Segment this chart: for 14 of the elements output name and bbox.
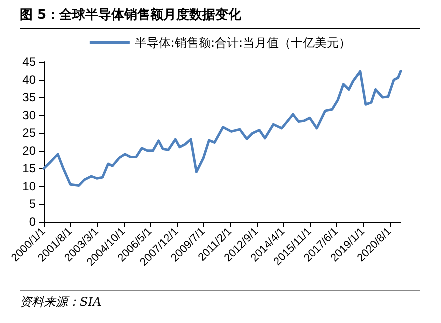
y-tick-label: 45 [22,55,36,69]
y-tick-label: 35 [22,90,36,105]
y-tick-label: 40 [22,72,36,87]
y-tick-label: 5 [29,197,36,212]
legend-label: 半导体:销售额:合计:当月值（十亿美元） [134,36,352,50]
y-tick-label: 10 [22,179,36,194]
y-tick-label: 25 [22,126,36,140]
chart-title: 图 5：全球半导体销售额月度数据变化 [20,6,420,29]
line-series [42,70,402,187]
y-tick-label: 30 [22,108,36,122]
text: 资料来源：SIA [20,290,420,311]
y-tick-label: 15 [22,162,36,176]
y-tick-label: 0 [29,215,36,229]
y-tick-label: 20 [22,144,36,158]
